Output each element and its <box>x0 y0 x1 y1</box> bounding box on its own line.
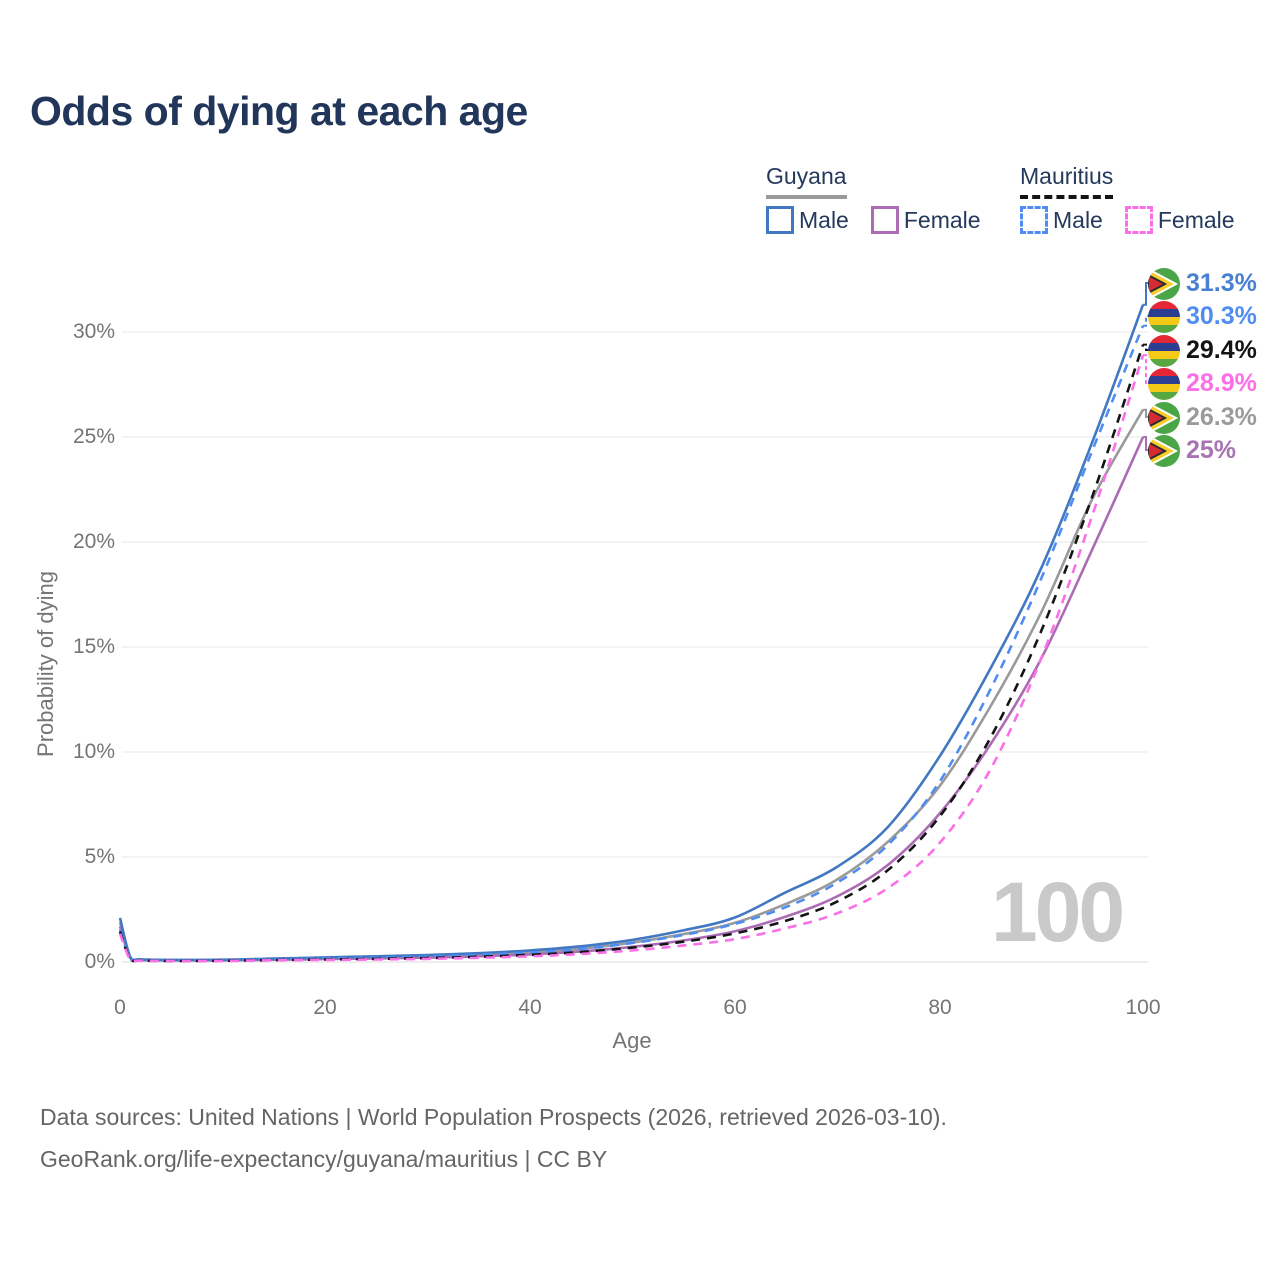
guyana-flag-icon <box>1148 401 1180 434</box>
y-tick-0: 0% <box>84 950 115 973</box>
legend-item-guyana-female[interactable]: Female <box>870 206 981 234</box>
mauritius-male-swatch-icon <box>1020 206 1048 234</box>
end-value-label: 30.3% <box>1186 302 1257 330</box>
y-axis-title: Probability of dying <box>33 571 58 757</box>
series-line-guyana-female[interactable] <box>118 436 1145 962</box>
mauritius-flag-icon <box>1148 334 1180 367</box>
legend-item-mauritius-male[interactable]: Male <box>1020 206 1103 234</box>
x-tick-0: 0 <box>114 996 126 1019</box>
end-value-label: 26.3% <box>1186 403 1257 431</box>
y-tick-25: 25% <box>72 425 115 448</box>
hovered-age-watermark: 100 <box>991 865 1125 959</box>
guyana-female-swatch-icon <box>870 206 899 234</box>
y-tick-10: 10% <box>72 740 115 763</box>
series-line-guyana-both[interactable] <box>118 409 1145 962</box>
end-value-label: 31.3% <box>1186 269 1257 297</box>
end-label-mauritius-male: 30.3% <box>1148 300 1257 333</box>
guyana-flag-icon <box>1148 434 1180 467</box>
series-line-guyana-male[interactable] <box>118 304 1145 962</box>
end-label-mauritius-both: 29.4% <box>1148 334 1257 367</box>
end-label-guyana-both: 26.3% <box>1148 401 1257 434</box>
legend-group-guyana: Guyana Male Female <box>766 163 1003 234</box>
end-label-guyana-male: 31.3% <box>1148 267 1257 300</box>
end-connector-mauritius-female <box>1143 354 1151 384</box>
x-tick-100: 100 <box>1125 996 1161 1019</box>
series-line-mauritius-female[interactable] <box>118 354 1145 963</box>
mauritius-flag-icon <box>1148 300 1180 333</box>
legend-country-mauritius[interactable]: Mauritius <box>1020 163 1114 199</box>
series-line-mauritius-male[interactable] <box>118 325 1145 963</box>
legend-country-guyana[interactable]: Guyana <box>766 163 847 199</box>
page-title: Odds of dying at each age <box>30 88 528 134</box>
legend-item-mauritius-female[interactable]: Female <box>1124 206 1235 234</box>
x-axis-title: Age <box>612 1028 652 1053</box>
data-sources-note: Data sources: United Nations | World Pop… <box>40 1104 947 1130</box>
guyana-flag-icon <box>1148 267 1180 300</box>
x-tick-40: 40 <box>518 996 542 1019</box>
legend-label-mauritius-female: Female <box>1157 206 1235 233</box>
x-tick-20: 20 <box>313 996 337 1019</box>
legend-item-guyana-male[interactable]: Male <box>766 206 849 234</box>
y-tick-5: 5% <box>84 845 115 868</box>
end-value-label: 28.9% <box>1186 369 1257 397</box>
legend-label-guyana-male: Male <box>799 206 849 233</box>
mauritius-flag-icon <box>1148 367 1180 400</box>
x-tick-60: 60 <box>723 996 747 1019</box>
attribution-note: GeoRank.org/life-expectancy/guyana/mauri… <box>40 1146 608 1172</box>
y-tick-15: 15% <box>72 635 115 658</box>
legend-group-mauritius: Mauritius Male Female <box>1020 163 1257 234</box>
end-label-guyana-female: 25% <box>1148 434 1236 467</box>
mauritius-female-swatch-icon <box>1124 206 1153 234</box>
legend-label-mauritius-male: Male <box>1053 206 1103 233</box>
y-tick-20: 20% <box>72 530 115 553</box>
end-value-label: 29.4% <box>1186 336 1257 364</box>
y-tick-30: 30% <box>72 320 115 343</box>
end-label-mauritius-female: 28.9% <box>1148 367 1257 400</box>
guyana-male-swatch-icon <box>766 206 794 234</box>
legend-label-guyana-female: Female <box>903 206 981 233</box>
end-value-label: 25% <box>1186 436 1237 464</box>
x-tick-80: 80 <box>928 996 952 1019</box>
